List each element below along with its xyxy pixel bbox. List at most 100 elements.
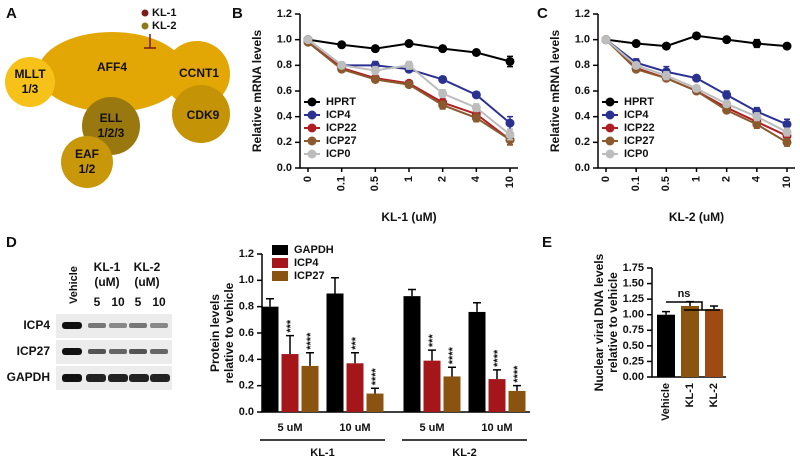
error-bar bbox=[331, 276, 339, 294]
western-blot: Vehicle KL-1 (uM) KL-2 (uM) 5 10 5 10 IC… bbox=[7, 260, 172, 390]
legend-marker bbox=[605, 110, 615, 120]
bar bbox=[403, 296, 421, 412]
legend-label: ICP0 bbox=[326, 148, 350, 160]
data-point bbox=[661, 71, 671, 81]
bands bbox=[62, 322, 170, 382]
error-bar bbox=[493, 369, 501, 380]
x-tick-label: 0 bbox=[302, 176, 314, 182]
bar bbox=[326, 293, 344, 412]
error-bar bbox=[428, 349, 436, 361]
treatment-unit: (uM) bbox=[134, 275, 159, 289]
data-point bbox=[722, 99, 732, 109]
legend-label: HPRT bbox=[624, 96, 654, 108]
data-point bbox=[471, 103, 481, 113]
significance-label: ns bbox=[678, 288, 691, 300]
bar bbox=[468, 311, 486, 412]
x-tick-label: 1 bbox=[403, 176, 415, 182]
panel-label: A bbox=[6, 5, 17, 22]
data-point bbox=[337, 40, 347, 50]
x-tick-label: 4 bbox=[470, 175, 482, 182]
x-tick-label: 10 uM bbox=[481, 422, 512, 434]
y-axis-label: relative to vehicle bbox=[222, 282, 236, 383]
data-point bbox=[370, 74, 380, 84]
band bbox=[62, 322, 82, 329]
band bbox=[129, 349, 147, 354]
legend-marker bbox=[307, 136, 317, 146]
x-tick-label: 10 bbox=[504, 176, 516, 188]
legend-label: ICP27 bbox=[294, 270, 325, 282]
band bbox=[62, 348, 82, 355]
data-point bbox=[404, 80, 414, 90]
legend-dot bbox=[141, 9, 149, 17]
data-point bbox=[505, 130, 515, 140]
data-point bbox=[303, 35, 313, 45]
legend-marker bbox=[605, 136, 615, 146]
lane-label: Vehicle bbox=[68, 266, 80, 304]
complex-diagram: AFF4 MLLT 1/3 CCNT1 CDK9 ELL 1/2/3 EAF 1… bbox=[5, 7, 230, 188]
legend-label: ICP4 bbox=[294, 257, 319, 269]
legend-label: ICP4 bbox=[624, 109, 649, 121]
panel-label: B bbox=[232, 5, 243, 22]
error-bar bbox=[513, 384, 521, 391]
data-point bbox=[631, 60, 641, 70]
y-tick-label: 0.4 bbox=[239, 353, 255, 365]
error-bar bbox=[473, 301, 481, 312]
node-shape bbox=[61, 136, 113, 188]
data-point bbox=[505, 56, 515, 66]
y-axis-label: Relative mRNA levels bbox=[250, 30, 264, 153]
data-point bbox=[752, 39, 762, 49]
data-point bbox=[404, 39, 414, 49]
legend-swatch bbox=[272, 258, 288, 268]
y-axis-label: Relative mRNA levels bbox=[548, 30, 562, 153]
data-point bbox=[438, 100, 448, 110]
legend-label: ICP27 bbox=[326, 135, 357, 147]
y-tick-label: 0.0 bbox=[277, 162, 292, 174]
significance-label: **** bbox=[370, 367, 382, 385]
y-tick-label: 1.50 bbox=[623, 277, 644, 289]
y-axis-label: Protein levels bbox=[208, 294, 222, 372]
legend-swatch bbox=[272, 245, 288, 255]
node-label: MLLT bbox=[14, 67, 46, 81]
data-point bbox=[370, 44, 380, 54]
data-point bbox=[722, 35, 732, 45]
data-point bbox=[692, 83, 701, 93]
y-tick-label: 0.8 bbox=[575, 59, 590, 71]
y-tick-label: 0.8 bbox=[239, 301, 254, 313]
significance-label: **** bbox=[447, 346, 459, 364]
x-tick-label: 2 bbox=[721, 176, 733, 182]
band bbox=[109, 323, 127, 328]
legend-label: ICP0 bbox=[624, 148, 648, 160]
band bbox=[88, 323, 106, 328]
y-tick-label: 0.6 bbox=[277, 85, 292, 97]
node-label: EAF bbox=[75, 147, 99, 161]
node-label: 1/3 bbox=[22, 82, 39, 96]
x-tick-label: 0.5 bbox=[660, 176, 672, 191]
data-point bbox=[471, 113, 481, 123]
data-point bbox=[752, 112, 762, 122]
bar bbox=[657, 314, 675, 377]
y-tick-label: 0.2 bbox=[277, 136, 292, 148]
data-point bbox=[505, 118, 515, 128]
x-tick-label: 10 uM bbox=[339, 422, 370, 434]
data-point bbox=[722, 90, 732, 100]
node-label: ELL bbox=[100, 111, 123, 125]
node-label: AFF4 bbox=[97, 60, 127, 74]
legend-marker bbox=[307, 123, 317, 133]
group-label: KL-2 bbox=[452, 447, 476, 459]
y-tick-label: 0.75 bbox=[623, 324, 644, 336]
legend-label: HPRT bbox=[326, 96, 356, 108]
y-tick-label: 1.0 bbox=[239, 274, 254, 286]
data-point bbox=[661, 41, 671, 51]
band bbox=[150, 323, 168, 328]
x-tick-label: 0.1 bbox=[336, 176, 348, 191]
y-tick-label: 1.2 bbox=[239, 248, 254, 260]
data-point bbox=[438, 89, 448, 99]
bar bbox=[281, 354, 299, 412]
x-tick-label: 5 uM bbox=[277, 422, 302, 434]
row-label: ICP27 bbox=[17, 344, 51, 358]
legend-marker bbox=[307, 110, 317, 120]
data-point bbox=[337, 60, 347, 70]
data-point bbox=[782, 137, 792, 147]
legend-label: KL-1 bbox=[152, 7, 176, 19]
